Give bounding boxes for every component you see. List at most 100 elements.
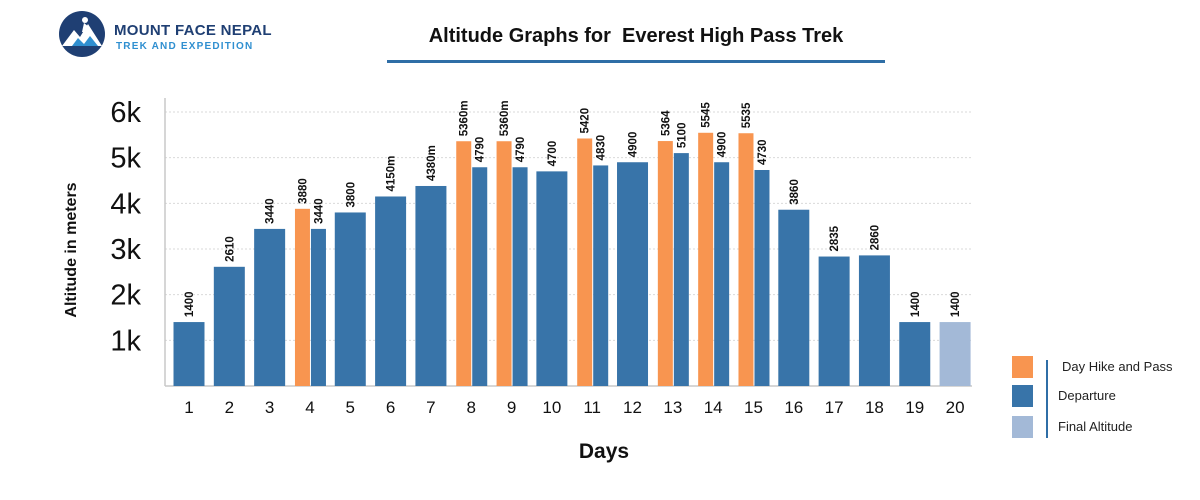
legend-divider [1046,360,1048,438]
bar-day-hike-day-9 [496,141,512,386]
x-tick-label: 20 [946,398,965,417]
x-tick-label: 8 [467,398,476,417]
bar-day-hike-day-8 [456,141,472,386]
data-label: 2835 [829,225,841,251]
bar-day-hike-day-13 [657,141,673,386]
data-label: 1400 [910,291,922,317]
bar-day-hike-day-4 [294,208,310,386]
bar-departure-day-3 [254,228,286,386]
legend-item-day-hike: Day Hike and Pass [1012,356,1192,380]
data-label: 3860 [789,179,801,205]
data-label: 5535 [741,102,753,128]
x-tick-label: 5 [346,398,355,417]
x-tick-label: 9 [507,398,516,417]
y-tick-label: 6k [110,97,141,129]
data-label: 4790 [515,137,527,163]
data-label: 2610 [224,236,236,262]
bar-departure-day-5 [334,212,366,386]
grid-lines [165,111,972,341]
data-label: 5364 [660,110,672,136]
data-label: 4830 [596,135,608,161]
x-tick-label: 16 [784,398,803,417]
data-label: 4700 [547,141,559,167]
data-label: 4380m [426,145,438,181]
legend-swatch [1012,416,1033,438]
bar-day-hike-day-14 [698,132,714,386]
bar-departure-day-10 [536,171,568,386]
x-tick-label: 2 [225,398,234,417]
x-tick-label: 13 [663,398,682,417]
data-label: 3800 [345,182,357,208]
y-tick-label: 1k [110,325,141,357]
bar-day-hike-day-11 [577,138,593,386]
bar-departure-day-15 [754,169,770,386]
data-label: 5100 [676,123,688,149]
x-axis-title: Days [579,440,629,463]
y-tick-label: 2k [110,280,141,312]
bar-departure-day-17 [818,256,850,386]
y-axis-title: Altitude in meters [63,182,80,317]
legend-swatch [1012,356,1033,378]
data-label: 2860 [869,225,881,251]
y-tick-label: 4k [110,188,141,220]
data-label: 4900 [628,132,640,158]
x-tick-label: 11 [583,398,601,417]
bar-departure-day-12 [617,162,649,386]
data-label: 3880 [297,178,309,204]
brand-name: MOUNT FACE NEPAL [114,22,272,39]
brand-tagline: TREK AND EXPEDITION [116,41,254,52]
y-tick-label: 5k [110,143,141,175]
legend-label: Departure [1058,388,1116,403]
bar-departure-day-4 [310,228,326,386]
bar-departure-day-19 [899,322,931,386]
bar-final-altitude-day-20 [939,322,971,386]
data-label: 5360m [499,100,511,136]
x-tick-label: 1 [184,398,193,417]
bar-departure-day-7 [415,185,447,386]
bars [173,132,971,386]
data-label: 4150m [386,156,398,192]
x-tick-label: 10 [542,398,561,417]
legend-swatch [1012,385,1033,407]
title-underline [387,60,885,63]
x-tick-label: 15 [744,398,763,417]
chart-title: Altitude Graphs for Everest High Pass Tr… [428,25,844,47]
x-tick-label: 18 [865,398,884,417]
x-tick-label: 3 [265,398,274,417]
bar-departure-day-2 [213,266,245,386]
mountain-climber-icon [59,11,105,57]
bar-departure-day-14 [714,162,730,386]
bar-departure-day-18 [858,255,890,386]
bar-day-hike-day-15 [738,133,754,386]
x-tick-label: 19 [905,398,924,417]
axes [164,98,972,387]
data-label: 5360m [459,100,471,136]
data-label: 3440 [265,198,277,224]
x-tick-label: 6 [386,398,395,417]
legend-label: Final Altitude [1058,419,1133,434]
legend-item-departure: Departure [1012,385,1192,409]
x-tick-label: 12 [623,398,642,417]
y-tick-label: 3k [110,234,141,266]
bar-departure-day-16 [778,209,810,386]
x-tick-label: 17 [825,398,844,417]
legend-item-final-altitude: Final Altitude [1012,416,1192,440]
bar-departure-day-6 [375,196,407,386]
data-label: 3440 [313,198,325,224]
bar-departure-day-13 [673,153,689,386]
data-label: 5420 [580,108,592,134]
bar-departure-day-8 [472,167,488,386]
bar-departure-day-11 [593,165,609,386]
bar-labels: 3880 5360m 5360m 5420 5364 5545 5535 1400 2610 34… [184,100,962,317]
data-label: 4900 [717,132,729,158]
data-label: 1400 [950,291,962,317]
bar-departure-day-9 [512,167,528,386]
data-label: 4790 [475,137,487,163]
brand-logo: MOUNT FACE NEPAL TREK AND EXPEDITION [58,10,272,60]
data-label: 4730 [757,139,769,165]
data-label: 5545 [701,102,713,128]
x-tick-label: 14 [704,398,723,417]
legend-label: Day Hike and Pass [1062,359,1173,374]
